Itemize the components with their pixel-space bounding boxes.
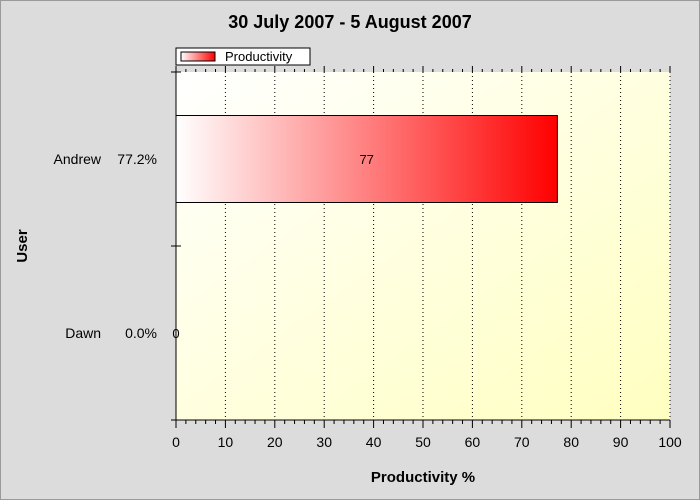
category-percent-label: 77.2% — [117, 151, 157, 167]
bar — [175, 115, 558, 203]
legend-swatch — [180, 51, 216, 62]
x-tick-label: 70 — [514, 434, 530, 450]
legend-label: Productivity — [225, 49, 293, 64]
category-name-label: Dawn — [65, 325, 101, 341]
x-tick-label: 40 — [366, 434, 382, 450]
x-tick-label: 0 — [172, 434, 180, 450]
x-tick-label: 30 — [316, 434, 332, 450]
x-tick-label: 100 — [658, 434, 682, 450]
category-name-label: Andrew — [54, 151, 102, 167]
x-tick-label: 10 — [218, 434, 234, 450]
y-axis-title: User — [14, 229, 31, 263]
x-tick-label: 50 — [415, 434, 431, 450]
x-tick-label: 20 — [267, 434, 283, 450]
legend: Productivity — [175, 47, 311, 66]
chart-title: 30 July 2007 - 5 August 2007 — [228, 12, 471, 32]
x-tick-label: 60 — [465, 434, 481, 450]
x-tick-label: 90 — [613, 434, 629, 450]
x-axis-title: Productivity % — [371, 469, 475, 486]
category-percent-label: 0.0% — [125, 325, 157, 341]
category-labels: Andrew 77.2% Dawn 0.0% — [54, 151, 157, 341]
data-label: 77 — [359, 152, 373, 167]
axes — [171, 66, 671, 428]
x-tick-label: 80 — [563, 434, 579, 450]
x-tick-labels: 0 10 20 30 40 50 60 70 80 90 100 — [172, 434, 682, 450]
bars — [175, 115, 558, 203]
